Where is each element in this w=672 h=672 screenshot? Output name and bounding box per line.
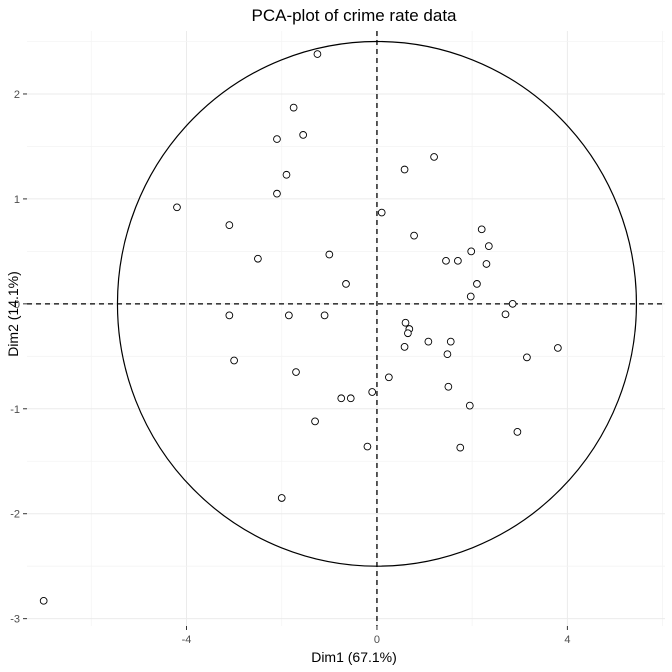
x-axis-ticks: -4 0 4 [182,626,570,646]
data-point [523,353,531,362]
data-point [311,417,319,426]
y-tick-label: 1 [14,194,20,206]
data-point [473,280,481,288]
data-point [482,260,491,268]
data-point [273,135,281,143]
data-point [442,256,450,265]
data-point [424,337,433,346]
x-tick-label: 4 [564,634,570,646]
data-point [377,208,386,217]
data-point [277,494,286,502]
y-tick-label: -2 [10,509,20,521]
x-tick-label: 0 [374,634,380,646]
data-point [282,170,291,179]
data-point [325,250,334,259]
data-point [513,428,522,436]
data-point [444,382,453,391]
y-tick-label: 0 [14,299,20,311]
data-point [320,311,329,320]
data-point [254,254,262,263]
data-point [467,247,476,256]
data-point [404,329,412,338]
data-point [363,442,372,451]
data-point [477,225,486,234]
data-point [400,343,409,351]
data-point [337,394,346,403]
data-point [456,443,465,452]
data-point [292,368,300,376]
data-point [454,256,462,265]
data-point [225,221,234,229]
data-point [401,318,410,327]
data-point [285,311,293,320]
reference-lines [27,31,665,626]
y-tick-label: -1 [10,404,20,416]
data-point [299,131,307,139]
y-tick-label: 2 [14,89,20,101]
data-point [466,292,475,301]
data-point [501,310,510,319]
data-point [230,356,238,365]
data-point [430,153,438,161]
data-point [273,189,281,198]
data-point [225,311,234,320]
data-point [173,203,181,212]
x-axis-label: Dim1 (67.1%) [311,649,397,665]
data-point [346,394,355,403]
data-point [446,337,455,346]
data-point [39,596,48,605]
data-point [368,388,377,396]
y-axis-ticks: -3 -2 -1 0 1 2 [10,89,27,626]
data-point [342,280,350,288]
points-layer [39,50,562,605]
data-point [400,165,409,174]
data-point [313,50,322,58]
x-tick-label: -4 [182,634,192,646]
y-axis-label: Dim2 (14.1%) [5,271,21,357]
grid [27,31,665,626]
data-point [385,373,393,382]
data-point [508,299,517,308]
data-point [410,231,418,240]
data-point [465,401,474,410]
chart-title: PCA-plot of crime rate data [251,6,457,25]
data-point [443,350,452,359]
data-point [554,344,562,352]
y-tick-label: -3 [10,614,20,626]
data-point [289,103,298,112]
data-point [484,242,493,250]
